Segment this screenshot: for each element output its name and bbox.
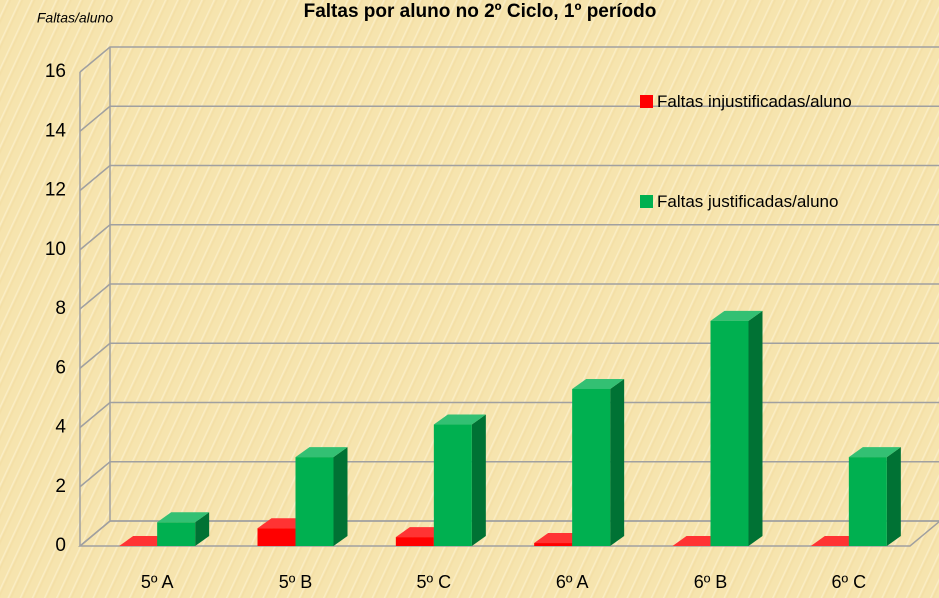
bar: [572, 388, 611, 546]
grid-line: [79, 342, 939, 369]
grid-line: [79, 164, 939, 192]
bar-top: [157, 512, 210, 523]
grid-line: [79, 283, 939, 310]
x-tick-label: 6º B: [694, 572, 728, 592]
grid-line: [79, 105, 939, 132]
y-axis-label: Faltas/aluno: [37, 10, 113, 26]
legend-label: Faltas injustificadas/aluno: [657, 92, 852, 111]
y-tick-label: 4: [55, 417, 66, 438]
x-tick-label: 6º C: [832, 572, 867, 592]
y-tick-label: 14: [45, 120, 67, 141]
bar-top: [710, 310, 763, 321]
y-tick-label: 6: [55, 357, 66, 378]
grid-line: [79, 46, 939, 73]
bar: [157, 522, 196, 546]
y-tick-label: 0: [55, 535, 66, 556]
x-tick-label: 5º B: [279, 572, 313, 592]
bar: [295, 457, 334, 546]
bar: [848, 457, 887, 546]
legend-swatch: [640, 95, 653, 108]
bar: [710, 320, 749, 546]
legend-item: Faltas injustificadas/aluno: [640, 92, 870, 112]
grid-line: [79, 461, 939, 488]
bar-side: [195, 512, 210, 546]
bar: [257, 528, 296, 546]
y-tick-label: 16: [45, 61, 66, 82]
bar: [534, 543, 573, 546]
legend-item: Faltas justificadas/aluno: [640, 192, 870, 212]
y-tick-label: 8: [55, 298, 66, 319]
grid-line: [79, 401, 939, 429]
x-tick-label: 5º A: [141, 572, 174, 592]
bar-side: [471, 414, 486, 546]
y-tick-label: 10: [45, 239, 66, 260]
legend-label: Faltas justificadas/aluno: [657, 192, 839, 211]
chart-title: Faltas por aluno no 2º Ciclo, 1º período: [304, 1, 657, 22]
grid-line: [79, 520, 939, 547]
bar-side: [748, 310, 763, 546]
bar-top: [572, 378, 625, 389]
bar: [433, 424, 472, 546]
bar: [395, 537, 434, 546]
bar-top: [433, 414, 486, 425]
legend-swatch: [640, 195, 653, 208]
bar-side: [333, 447, 348, 546]
bar-side: [610, 378, 625, 546]
y-tick-label: 2: [55, 476, 66, 497]
grid-line: [79, 224, 939, 251]
y-tick-label: 12: [45, 180, 66, 201]
x-tick-label: 6º A: [556, 572, 589, 592]
bar-top: [848, 447, 901, 458]
bar-side: [886, 447, 901, 546]
bar-top: [295, 447, 348, 458]
x-tick-label: 5º C: [417, 572, 452, 592]
